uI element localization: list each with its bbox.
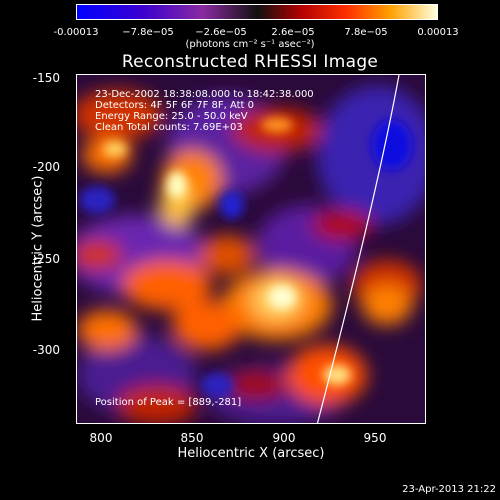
y-tick-label: -250 bbox=[32, 252, 60, 266]
info-total-counts: Clean Total counts: 7.69E+03 bbox=[95, 122, 243, 133]
image-plot: 23-Dec-2002 18:38:08.000 to 18:42:38.000… bbox=[76, 74, 426, 424]
y-tick-label: -300 bbox=[32, 343, 60, 357]
x-axis-label: Heliocentric X (arcsec) bbox=[177, 446, 325, 461]
x-tick-label: 800 bbox=[89, 431, 113, 445]
timestamp: 23-Apr-2013 21:22 bbox=[402, 484, 496, 495]
colorbar-tick: −7.8e−05 bbox=[122, 27, 174, 38]
colorbar-tick: 0.00013 bbox=[417, 27, 459, 38]
colorbar bbox=[76, 4, 438, 20]
colorbar-tick: −2.6e−05 bbox=[195, 27, 247, 38]
colorbar-tick: -0.00013 bbox=[53, 27, 99, 38]
info-time-range: 23-Dec-2002 18:38:08.000 to 18:42:38.000 bbox=[95, 89, 314, 100]
info-detectors: Detectors: 4F 5F 6F 7F 8F, Att 0 bbox=[95, 100, 255, 111]
y-tick-label: -200 bbox=[32, 160, 60, 174]
y-tick-label: -150 bbox=[32, 71, 60, 85]
colorbar-tick: 7.8e−05 bbox=[344, 27, 388, 38]
x-tick-label: 900 bbox=[272, 431, 296, 445]
colorbar-tick: 2.6e−05 bbox=[271, 27, 315, 38]
rhessi-image bbox=[77, 75, 425, 423]
colorbar-units: (photons cm⁻² s⁻¹ asec⁻²) bbox=[185, 39, 315, 50]
info-energy-range: Energy Range: 25.0 - 50.0 keV bbox=[95, 111, 248, 122]
peak-position: Position of Peak = [889,-281] bbox=[95, 397, 242, 408]
x-tick-label: 850 bbox=[180, 431, 204, 445]
y-axis-label: Heliocentric Y (arcsec) bbox=[30, 175, 46, 322]
image-title: Reconstructed RHESSI Image bbox=[121, 52, 379, 72]
x-tick-label: 950 bbox=[363, 431, 387, 445]
